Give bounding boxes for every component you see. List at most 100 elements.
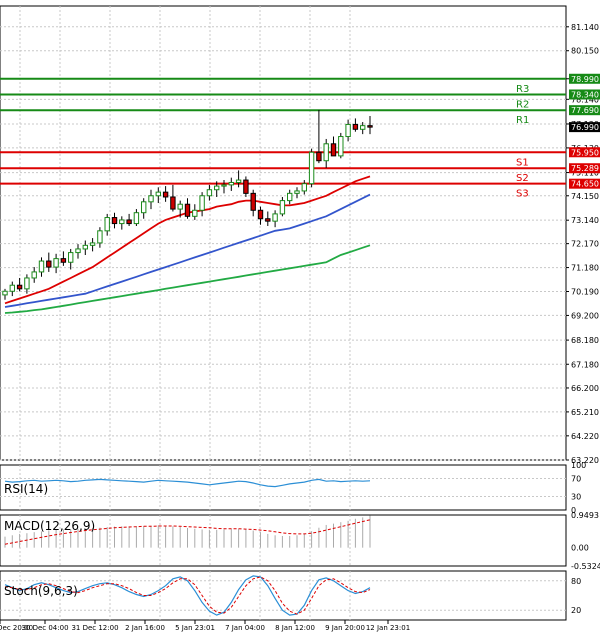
candle-body <box>360 125 366 130</box>
price-tick-label: 64.220 <box>571 432 599 441</box>
pivot-price-tag-label: 74.650 <box>571 180 599 189</box>
candle-body <box>2 290 8 296</box>
price-tick-label: 74.150 <box>571 192 599 201</box>
panel-frame <box>0 514 567 567</box>
rsi-panel[interactable]: 100 70 30 0 <box>0 461 586 515</box>
candle-body <box>316 151 322 162</box>
candle-body <box>75 248 81 254</box>
panel-frame <box>0 5 567 461</box>
price-tick-label: 66.200 <box>571 384 599 393</box>
macd-tick-label: -0.5324 <box>571 562 600 571</box>
candle-body <box>301 183 307 192</box>
pivot-price-tag-label: 77.690 <box>571 106 599 115</box>
price-tick-label: 81.140 <box>571 23 599 32</box>
time-tick-label: 8 Jan 12:00 <box>275 624 315 632</box>
candle-body <box>170 196 176 210</box>
candle-body <box>31 271 37 279</box>
pivot-price-tag <box>569 105 600 116</box>
pivot-level-label: S2 <box>516 173 529 184</box>
panel-frame <box>0 464 567 511</box>
stoch-tick-label: 20 <box>571 606 581 615</box>
price-tick-label: 63.220 <box>571 456 599 465</box>
candle-body <box>243 179 249 194</box>
price-tick-label: 67.180 <box>571 360 599 369</box>
price-tick-label: 65.210 <box>571 408 599 417</box>
price-panel[interactable]: 81.14080.15078.99078.14077.12076.13075.1… <box>0 5 600 465</box>
candle-body <box>308 151 315 185</box>
stoch-tick-label: 80 <box>571 577 581 586</box>
candle-body <box>89 242 96 246</box>
time-tick-label: 12 Jan 23:01 <box>366 624 410 632</box>
candle-body <box>53 258 59 268</box>
time-tick-label: 7 Jan 04:00 <box>225 624 265 632</box>
pivot-price-tag-label: 75.289 <box>571 164 599 173</box>
candle-body <box>323 143 329 162</box>
candle-body <box>38 260 45 273</box>
candle-body <box>235 179 242 183</box>
candle-body <box>206 189 213 197</box>
stoch-signal-line <box>4 576 371 615</box>
price-tick-label: 73.140 <box>571 216 599 225</box>
candle-body <box>272 213 278 222</box>
candle-body <box>111 217 118 225</box>
price-tick-label: 78.140 <box>571 95 599 104</box>
stochastic-indicator-label: Stoch(9,6,3) <box>4 584 78 598</box>
price-tick-label: 69.200 <box>571 311 599 320</box>
pivot-price-tag <box>569 147 600 158</box>
candle-body <box>177 203 183 210</box>
price-tick-label: 80.150 <box>571 47 599 56</box>
candle-body <box>104 217 110 232</box>
rsi-tick-label: 0 <box>571 506 576 515</box>
time-tick-label: 28 Dec 20:00 <box>0 624 33 632</box>
pivot-level-label: R3 <box>516 84 529 95</box>
time-tick-label: 2 Jan 16:00 <box>125 624 165 632</box>
candle-body <box>126 219 132 225</box>
candle-body <box>214 185 220 191</box>
time-tick-label: 5 Jan 23:01 <box>175 624 215 632</box>
candle-body <box>199 195 205 211</box>
candle-body <box>279 200 286 215</box>
rsi-tick-label: 70 <box>571 475 581 484</box>
candle-body <box>250 192 256 211</box>
pivot-price-tag <box>569 73 600 84</box>
candle-body <box>330 143 337 157</box>
candle-body <box>24 277 30 290</box>
moving-average-line <box>4 193 371 308</box>
pivot-level-label: S3 <box>516 189 529 200</box>
candle-body <box>294 190 300 194</box>
time-tick-label: 31 Dec 12:00 <box>71 624 118 632</box>
pivot-level-label: R1 <box>516 115 529 126</box>
moving-average-line <box>4 244 371 314</box>
time-tick-label: 9 Jan 20:00 <box>325 624 365 632</box>
candle-body <box>265 218 271 222</box>
stochastic-panel[interactable]: 80 20 <box>0 570 581 621</box>
pivot-price-tag-label: 78.340 <box>571 90 599 99</box>
candle-body <box>46 260 52 268</box>
rsi-line <box>4 478 371 488</box>
macd-tick-label: 0.00 <box>571 544 589 553</box>
pivot-level-label: R2 <box>516 99 529 110</box>
rsi-tick-label: 30 <box>571 493 581 502</box>
stoch-main-line <box>4 575 371 616</box>
panel-frame <box>0 570 567 621</box>
macd-panel[interactable]: 0.9493 0.00 -0.5324 <box>0 511 600 571</box>
current-price-label: 76.990 <box>571 123 599 132</box>
candle-body <box>148 195 154 203</box>
candle-body <box>192 209 198 217</box>
candle-body <box>16 284 23 290</box>
current-price-tag <box>569 122 600 133</box>
candle-body <box>60 258 67 263</box>
pivot-price-tag-label: 78.990 <box>571 75 599 84</box>
candle-body <box>119 219 125 225</box>
pivot-price-tag-label: 75.950 <box>571 148 599 157</box>
macd-indicator-label: MACD(12,26,9) <box>4 519 95 533</box>
rsi-tick-label: 100 <box>571 461 586 470</box>
candle-body <box>133 212 140 225</box>
pivot-price-tag <box>569 163 600 174</box>
pivot-level-label: S1 <box>516 157 529 168</box>
candle-body <box>228 181 234 186</box>
candle-body <box>97 230 103 244</box>
candle-body <box>162 191 169 198</box>
